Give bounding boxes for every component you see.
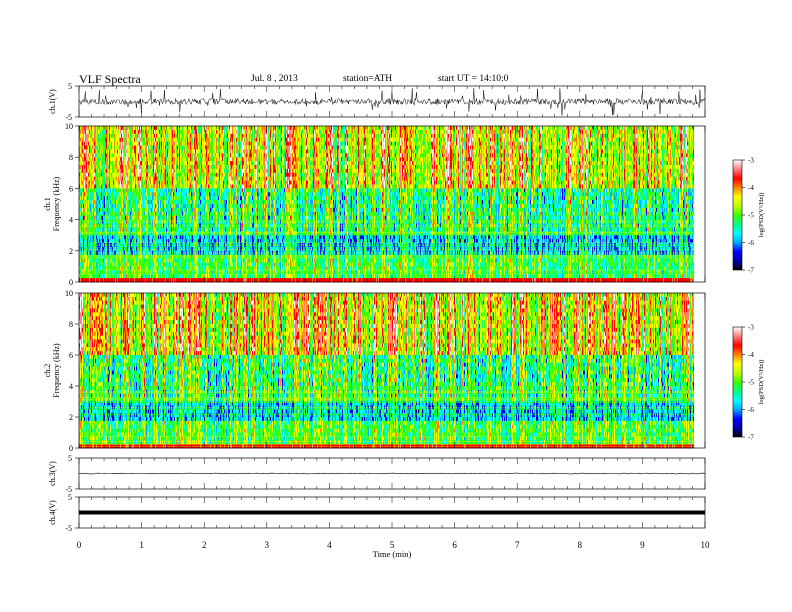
colorbar-gradient bbox=[733, 160, 742, 270]
panel-ch3-waveform: ch.3(V)5-5 bbox=[48, 454, 705, 494]
y-tick-label: 2 bbox=[69, 247, 73, 256]
colorbar-tick-label: -6 bbox=[748, 239, 754, 247]
y-tick-label: 0 bbox=[69, 278, 73, 287]
colorbar-label: log(PSD(V²/Hz)) bbox=[758, 193, 765, 238]
y-tick-label: 5 bbox=[68, 82, 72, 91]
y-tick-label: 5 bbox=[68, 493, 72, 502]
y-tick-label: 10 bbox=[65, 289, 73, 298]
channel-label: ch.2 bbox=[43, 364, 52, 378]
spectrogram-heatmap bbox=[79, 126, 694, 282]
frequency-axis-label: Frequency (kHz) bbox=[52, 343, 61, 398]
y-tick-label: 10 bbox=[65, 122, 73, 131]
colorbar-label: log(PSD(V²/Hz)) bbox=[758, 360, 765, 405]
spectrogram-heatmap bbox=[79, 293, 694, 448]
colorbar-tick-label: -3 bbox=[748, 324, 754, 332]
colorbar-tick-label: -7 bbox=[748, 434, 754, 442]
frequency-axis-label: Frequency (kHz) bbox=[52, 176, 61, 231]
colorbar: -3 -4 -5 -6 -7 log(PSD(V²/Hz)) bbox=[733, 324, 765, 442]
colorbar-tick-label: -3 bbox=[748, 157, 754, 165]
channel-voltage-label: ch.4(V) bbox=[48, 500, 57, 525]
ch3-waveform-trace bbox=[79, 473, 705, 474]
y-tick-label: 4 bbox=[69, 216, 73, 225]
x-axis-label: Time (min) bbox=[373, 549, 412, 559]
y-tick-label: -5 bbox=[65, 524, 72, 533]
x-tick-label: 4 bbox=[327, 540, 332, 550]
x-tick-label: 2 bbox=[202, 540, 207, 550]
x-tick-label: 10 bbox=[701, 540, 711, 550]
colorbar-gradient bbox=[733, 327, 742, 437]
y-tick-label: 5 bbox=[68, 454, 72, 463]
channel-label: ch.1 bbox=[43, 197, 52, 211]
x-tick-label: 8 bbox=[578, 540, 583, 550]
x-tick-label: 3 bbox=[265, 540, 270, 550]
panel-ch1-waveform: ch.1(V) 5 -5 bbox=[48, 82, 705, 122]
panel-ch1-spectrogram: -3 -4 -5 -6 -7 log(PSD(V²/Hz)) ch.1 Frequency (… bbox=[43, 122, 765, 287]
colorbar-tick-label: -5 bbox=[748, 379, 754, 387]
colorbar-tick-label: -4 bbox=[748, 351, 754, 359]
colorbar-tick-label: -5 bbox=[748, 212, 754, 220]
y-tick-label: 4 bbox=[69, 382, 73, 391]
channel-voltage-label: ch.3(V) bbox=[48, 461, 57, 486]
y-tick-label: 6 bbox=[69, 351, 73, 360]
panel-ch2-spectrogram: -3 -4 -5 -6 -7 log(PSD(V²/Hz)) ch.2 Frequency (… bbox=[43, 289, 765, 453]
x-tick-label: 9 bbox=[640, 540, 645, 550]
x-tick-label: 7 bbox=[515, 540, 520, 550]
y-tick-label: 2 bbox=[69, 413, 73, 422]
y-tick-label: 0 bbox=[69, 444, 73, 453]
channel-voltage-label: ch.1(V) bbox=[48, 89, 57, 114]
x-tick-label: 1 bbox=[139, 540, 144, 550]
ch4-waveform-trace bbox=[79, 511, 705, 515]
y-tick-label: 6 bbox=[69, 184, 73, 193]
colorbar: -3 -4 -5 -6 -7 log(PSD(V²/Hz)) bbox=[733, 157, 765, 275]
colorbar-tick-label: -4 bbox=[748, 184, 754, 192]
colorbar-tick-label: -7 bbox=[748, 267, 754, 275]
y-tick-label: 8 bbox=[69, 153, 73, 162]
x-tick-label: 6 bbox=[452, 540, 457, 550]
x-tick-label: 0 bbox=[77, 540, 82, 550]
y-tick-label: -5 bbox=[65, 113, 72, 122]
panel-ch4-waveform: ch.4(V) 5 -5 bbox=[48, 493, 705, 533]
y-tick-label: 8 bbox=[69, 320, 73, 329]
colorbar-tick-label: -6 bbox=[748, 406, 754, 414]
